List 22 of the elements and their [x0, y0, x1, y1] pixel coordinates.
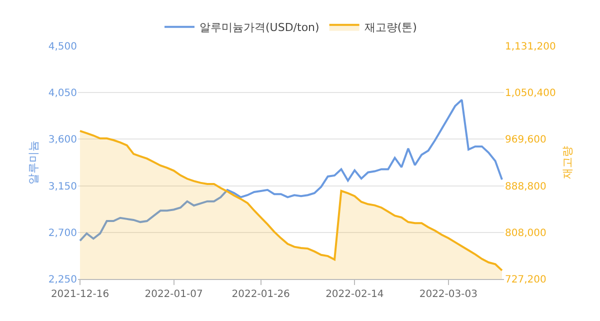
y2-tick-label: 1,131,200	[505, 42, 556, 52]
x-tick-label: 2022-02-14	[326, 289, 384, 300]
y2-tick-label: 1,050,400	[505, 88, 556, 100]
y-axis-title: 알루미늄	[27, 140, 40, 184]
legend-label: 재고량(톤)	[364, 21, 417, 34]
y2-axis-title: 재고량	[561, 146, 574, 179]
legend-label: 알루미늄가격(USD/ton)	[200, 21, 320, 34]
y-tick-label: 4,050	[48, 88, 77, 100]
x-tick-label: 2022-03-03	[419, 289, 478, 300]
y2-tick-label: 727,200	[505, 274, 546, 286]
y-tick-label: 2,700	[48, 228, 77, 239]
x-tick-label: 2021-12-16	[50, 289, 110, 300]
y2-tick-label: 969,600	[505, 134, 546, 146]
y-tick-label: 3,600	[48, 134, 77, 146]
y2-tick-label: 808,000	[505, 228, 546, 239]
y2-tick-label: 888,800	[505, 181, 546, 192]
y-tick-label: 4,500	[48, 42, 77, 52]
y-tick-label: 2,250	[48, 274, 77, 286]
x-tick-label: 2022-01-26	[232, 289, 290, 300]
line-series	[79, 98, 503, 242]
x-tick-label: 2022-01-07	[144, 289, 203, 300]
y-tick-label: 3,150	[48, 181, 77, 192]
